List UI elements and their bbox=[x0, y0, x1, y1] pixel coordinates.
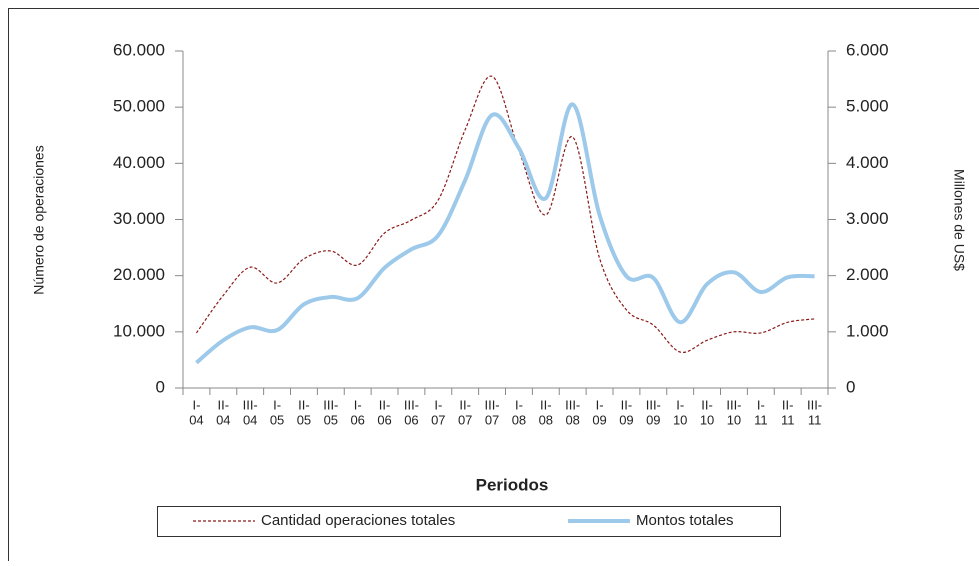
x-tick-label: III- bbox=[243, 397, 258, 412]
x-tick-label: 11 bbox=[808, 412, 822, 427]
x-tick-label: 11 bbox=[754, 412, 768, 427]
y-tick-label: 50.000 bbox=[113, 97, 165, 116]
x-tick-label: 05 bbox=[324, 412, 338, 427]
x-tick-label: I- bbox=[434, 397, 442, 412]
y2-tick-label: 3.000 bbox=[846, 209, 889, 228]
y-tick-label: 30.000 bbox=[113, 209, 165, 228]
y2-tick-label: 2.000 bbox=[846, 265, 889, 284]
x-tick-label: III- bbox=[726, 397, 741, 412]
y2-tick-label: 0 bbox=[846, 377, 855, 396]
x-tick-label: I- bbox=[596, 397, 604, 412]
x-tick-label: III- bbox=[807, 397, 822, 412]
x-tick-label: 07 bbox=[431, 412, 445, 427]
x-tick-label: III- bbox=[404, 397, 419, 412]
x-tick-label: 07 bbox=[485, 412, 499, 427]
x-tick-label: I- bbox=[192, 397, 200, 412]
y-tick-label: 60.000 bbox=[113, 40, 165, 59]
x-tick-label: I- bbox=[273, 397, 281, 412]
legend-label: Cantidad operaciones totales bbox=[261, 512, 455, 529]
x-axis-title: Periodos bbox=[476, 475, 549, 494]
y2-tick-label: 5.000 bbox=[846, 97, 889, 116]
y2-tick-label: 6.000 bbox=[846, 40, 889, 59]
y-tick-label: 0 bbox=[156, 377, 165, 396]
x-tick-label: II- bbox=[540, 397, 552, 412]
x-tick-label: II- bbox=[298, 397, 310, 412]
x-tick-label: 08 bbox=[565, 412, 579, 427]
x-tick-label: I- bbox=[354, 397, 362, 412]
x-tick-label: 04 bbox=[216, 412, 230, 427]
y-axis-title: Número de operaciones bbox=[31, 145, 47, 294]
x-tick-label: 10 bbox=[673, 412, 687, 427]
x-tick-label: II- bbox=[621, 397, 633, 412]
series-line bbox=[196, 104, 814, 362]
y-tick-label: 20.000 bbox=[113, 265, 165, 284]
x-tick-label: 06 bbox=[350, 412, 364, 427]
y2-tick-label: 1.000 bbox=[846, 321, 889, 340]
x-tick-label: 08 bbox=[512, 412, 526, 427]
x-tick-label: 10 bbox=[727, 412, 741, 427]
x-tick-label: 11 bbox=[781, 412, 795, 427]
x-tick-label: II- bbox=[459, 397, 471, 412]
x-tick-label: 04 bbox=[243, 412, 257, 427]
x-tick-label: 09 bbox=[646, 412, 660, 427]
x-tick-label: I- bbox=[676, 397, 684, 412]
x-tick-label: 10 bbox=[700, 412, 714, 427]
x-tick-label: II- bbox=[379, 397, 391, 412]
x-tick-label: 05 bbox=[297, 412, 311, 427]
x-tick-label: 06 bbox=[404, 412, 418, 427]
x-tick-label: II- bbox=[701, 397, 713, 412]
x-tick-label: I- bbox=[757, 397, 765, 412]
y-tick-label: 40.000 bbox=[113, 153, 165, 172]
x-tick-label: 09 bbox=[592, 412, 606, 427]
x-tick-label: III- bbox=[646, 397, 661, 412]
x-tick-label: 08 bbox=[539, 412, 553, 427]
x-tick-label: 05 bbox=[270, 412, 284, 427]
y2-tick-label: 4.000 bbox=[846, 153, 889, 172]
x-tick-label: II- bbox=[782, 397, 794, 412]
y-tick-label: 10.000 bbox=[113, 321, 165, 340]
x-tick-label: 04 bbox=[189, 412, 203, 427]
y2-axis-title: Millones de US$ bbox=[951, 169, 967, 271]
x-tick-label: I- bbox=[515, 397, 523, 412]
series-line bbox=[196, 76, 814, 352]
x-tick-label: III- bbox=[565, 397, 580, 412]
legend-label: Montos totales bbox=[636, 512, 734, 529]
x-tick-label: 09 bbox=[619, 412, 633, 427]
x-tick-label: 06 bbox=[377, 412, 391, 427]
x-tick-label: III- bbox=[484, 397, 499, 412]
x-tick-label: 07 bbox=[458, 412, 472, 427]
x-tick-label: III- bbox=[323, 397, 338, 412]
x-tick-label: II- bbox=[218, 397, 230, 412]
